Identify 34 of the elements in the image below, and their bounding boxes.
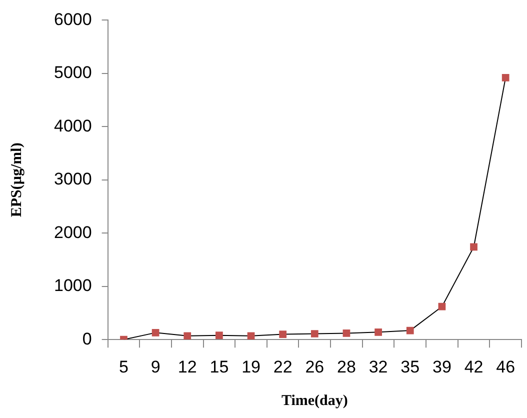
point xyxy=(438,302,446,310)
point xyxy=(374,328,382,336)
point xyxy=(310,330,318,338)
x-tick-label: 19 xyxy=(242,357,260,376)
point xyxy=(502,74,510,82)
y-tick-label: 5000 xyxy=(54,63,92,82)
x-tick-label: 22 xyxy=(273,357,292,376)
y-tick-label: 3000 xyxy=(54,170,92,189)
y-tick-label: 0 xyxy=(82,329,92,348)
x-axis-title: Time(day) xyxy=(281,392,348,409)
point xyxy=(406,326,414,334)
y-tick-label: 6000 xyxy=(54,10,92,29)
y-tick-label: 1000 xyxy=(54,276,92,296)
point xyxy=(247,332,255,340)
x-tick-label: 28 xyxy=(337,357,356,376)
point xyxy=(342,330,350,337)
x-tick-label: 46 xyxy=(496,357,516,376)
y-axis-title: EPS(µg/ml) xyxy=(8,142,25,218)
x-tick-label: 15 xyxy=(210,357,229,376)
point xyxy=(279,330,287,338)
x-tick-label: 32 xyxy=(368,357,388,376)
point xyxy=(184,332,192,340)
point xyxy=(216,332,223,340)
x-tick-label: 12 xyxy=(178,357,197,376)
y-tick-label: 4000 xyxy=(54,116,92,136)
x-tick-label: 42 xyxy=(464,357,484,376)
x-tick-label: 9 xyxy=(150,357,160,376)
x-tick-label: 5 xyxy=(118,357,128,376)
point xyxy=(152,329,160,336)
y-tick-label: 2000 xyxy=(54,222,92,242)
x-tick-label: 35 xyxy=(400,357,420,376)
x-tick-label: 39 xyxy=(432,357,452,376)
point xyxy=(470,243,478,251)
x-tick-label: 26 xyxy=(305,357,324,376)
